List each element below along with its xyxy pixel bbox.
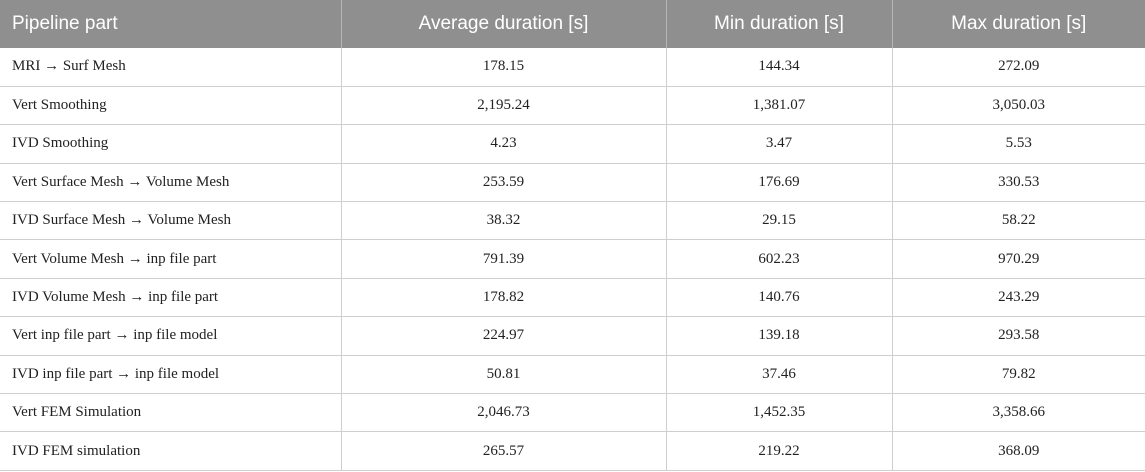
cell-pipeline-part: IVD Surface Mesh → Volume Mesh [0,201,341,241]
table-row: IVD FEM simulation 265.57 219.22 368.09 [0,431,1145,471]
cell-max: 970.29 [891,239,1145,279]
cell-pipeline-part: IVD Volume Mesh → inp file part [0,278,341,318]
cell-average: 2,195.24 [340,86,666,126]
cell-min: 1,452.35 [665,393,892,433]
cell-pipeline-part: MRI → Surf Mesh [0,48,341,87]
table-row: IVD Smoothing 4.23 3.47 5.53 [0,124,1145,164]
cell-min: 29.15 [665,201,892,241]
cell-max: 330.53 [891,163,1145,203]
cell-average: 4.23 [340,124,666,164]
cell-max: 3,358.66 [891,393,1145,433]
cell-average: 224.97 [340,316,666,356]
cell-min: 139.18 [665,316,892,356]
cell-pipeline-part: Vert Smoothing [0,86,341,126]
cell-min: 144.34 [665,48,892,87]
header-pipeline-part: Pipeline part [12,13,118,34]
cell-average: 2,046.73 [340,393,666,433]
cell-max: 3,050.03 [891,86,1145,126]
table-header: Pipeline part Average duration [s] Min d… [0,0,1145,48]
cell-pipeline-part: IVD inp file part → inp file model [0,355,341,395]
cell-min: 140.76 [665,278,892,318]
cell-min: 1,381.07 [665,86,892,126]
cell-pipeline-part: IVD Smoothing [0,124,341,164]
table-row: Vert inp file part → inp file model 224.… [0,316,1145,356]
table-body: MRI → Surf Mesh 178.15 144.34 272.09 Ver… [0,48,1145,471]
cell-max: 293.58 [891,316,1145,356]
cell-average: 791.39 [340,239,666,279]
table-row: MRI → Surf Mesh 178.15 144.34 272.09 [0,48,1145,87]
cell-max: 272.09 [891,48,1145,87]
cell-max: 243.29 [891,278,1145,318]
cell-min: 602.23 [665,239,892,279]
cell-pipeline-part: IVD FEM simulation [0,431,341,471]
cell-max: 58.22 [891,201,1145,241]
header-min-duration: Min duration [s] [665,0,892,48]
cell-pipeline-part: Vert Volume Mesh → inp file part [0,239,341,279]
cell-min: 176.69 [665,163,892,203]
cell-pipeline-part: Vert inp file part → inp file model [0,316,341,356]
header-average-duration: Average duration [s] [340,0,666,48]
cell-average: 50.81 [340,355,666,395]
header-max-duration: Max duration [s] [891,0,1145,48]
table-row: IVD Volume Mesh → inp file part 178.82 1… [0,278,1145,318]
cell-pipeline-part: Vert FEM Simulation [0,393,341,433]
table-row: Vert Volume Mesh → inp file part 791.39 … [0,239,1145,279]
table-row: IVD Surface Mesh → Volume Mesh 38.32 29.… [0,201,1145,241]
header-row: Pipeline part Average duration [s] Min d… [0,0,1145,48]
cell-min: 3.47 [665,124,892,164]
cell-average: 253.59 [340,163,666,203]
cell-average: 265.57 [340,431,666,471]
cell-average: 178.82 [340,278,666,318]
cell-pipeline-part: Vert Surface Mesh → Volume Mesh [0,163,341,203]
cell-min: 219.22 [665,431,892,471]
table-row: Vert FEM Simulation 2,046.73 1,452.35 3,… [0,393,1145,433]
cell-max: 368.09 [891,431,1145,471]
cell-max: 79.82 [891,355,1145,395]
table-row: IVD inp file part → inp file model 50.81… [0,355,1145,395]
cell-average: 178.15 [340,48,666,87]
table-row: Vert Smoothing 2,195.24 1,381.07 3,050.0… [0,86,1145,126]
cell-max: 5.53 [891,124,1145,164]
cell-average: 38.32 [340,201,666,241]
table-row: Vert Surface Mesh → Volume Mesh 253.59 1… [0,163,1145,203]
cell-min: 37.46 [665,355,892,395]
